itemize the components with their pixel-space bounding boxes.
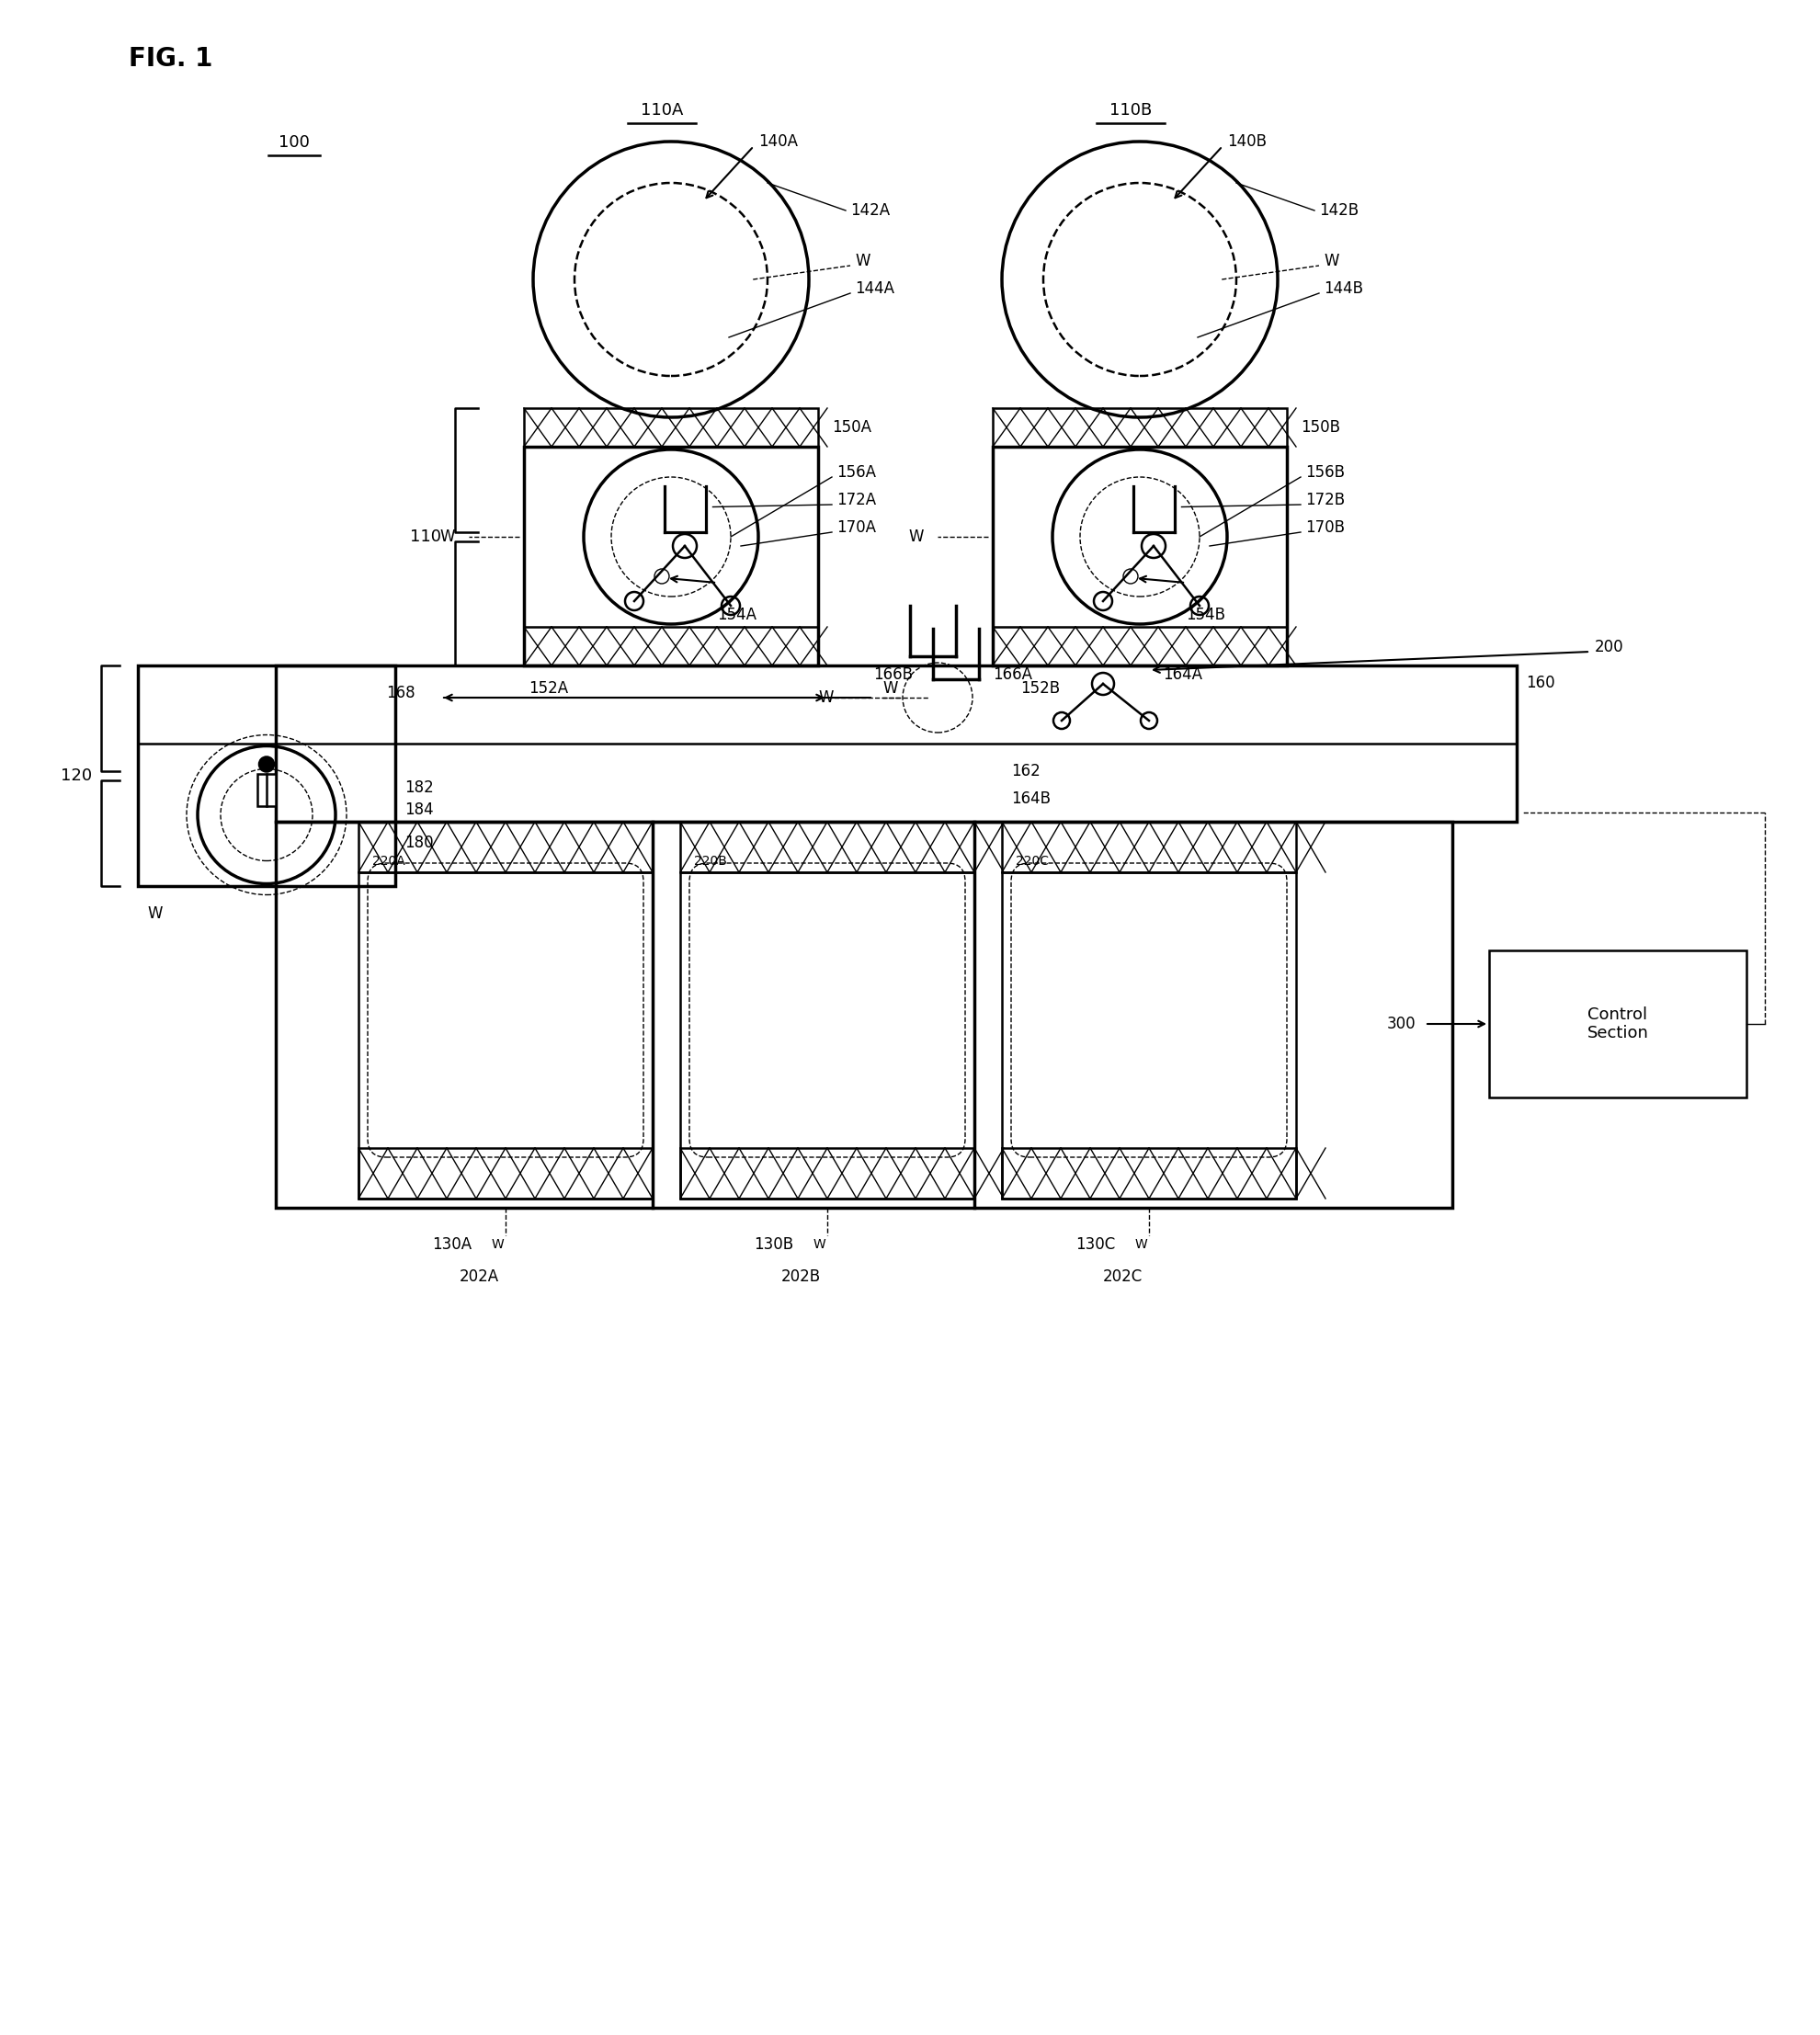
Text: 166A: 166A bbox=[992, 665, 1032, 684]
Bar bbox=[681, 873, 974, 1199]
Text: W: W bbox=[491, 1237, 504, 1252]
Text: 142B: 142B bbox=[1320, 201, 1360, 218]
Text: W: W bbox=[855, 252, 870, 269]
Text: 130A: 130A bbox=[431, 1235, 471, 1254]
Text: W: W bbox=[1136, 1237, 1148, 1252]
Text: 172B: 172B bbox=[1305, 492, 1345, 509]
Bar bbox=[524, 409, 817, 448]
Text: 172A: 172A bbox=[837, 492, 875, 509]
Bar bbox=[359, 822, 653, 873]
Bar bbox=[138, 665, 395, 885]
Circle shape bbox=[258, 757, 275, 771]
Text: 202C: 202C bbox=[1103, 1268, 1143, 1284]
Text: 140B: 140B bbox=[1227, 132, 1267, 151]
Text: 200: 200 bbox=[1594, 639, 1623, 655]
Bar bbox=[257, 773, 277, 806]
Text: 150B: 150B bbox=[1301, 419, 1340, 435]
Text: 156B: 156B bbox=[1305, 464, 1345, 480]
Text: 220B: 220B bbox=[693, 855, 726, 867]
Text: 164B: 164B bbox=[1012, 790, 1050, 808]
Text: 180: 180 bbox=[404, 834, 433, 851]
Text: 202A: 202A bbox=[460, 1268, 499, 1284]
Bar bbox=[992, 448, 1287, 665]
Text: 170A: 170A bbox=[837, 519, 875, 535]
Text: 110: 110 bbox=[410, 529, 440, 545]
Text: 142A: 142A bbox=[850, 201, 890, 218]
Bar bbox=[1003, 822, 1296, 873]
Bar bbox=[1003, 1148, 1296, 1199]
Text: 110B: 110B bbox=[1110, 102, 1152, 118]
Text: W: W bbox=[908, 529, 925, 545]
Text: 140A: 140A bbox=[759, 132, 797, 151]
Bar bbox=[1003, 873, 1296, 1199]
Text: 202B: 202B bbox=[781, 1268, 821, 1284]
Text: W: W bbox=[147, 906, 162, 922]
Text: FIG. 1: FIG. 1 bbox=[129, 47, 213, 71]
Text: 154B: 154B bbox=[1187, 606, 1225, 623]
Text: 110A: 110A bbox=[641, 102, 682, 118]
Text: 130C: 130C bbox=[1076, 1235, 1116, 1254]
Bar bbox=[277, 665, 1516, 822]
Text: 168: 168 bbox=[386, 684, 415, 702]
Text: 120: 120 bbox=[60, 767, 93, 783]
Text: 130B: 130B bbox=[753, 1235, 794, 1254]
Text: 160: 160 bbox=[1525, 676, 1554, 692]
Bar bbox=[359, 873, 653, 1199]
Text: 184: 184 bbox=[404, 802, 433, 818]
Text: 152B: 152B bbox=[1021, 680, 1059, 696]
Bar bbox=[277, 822, 1452, 1207]
Bar bbox=[524, 448, 817, 665]
Text: 182: 182 bbox=[404, 779, 433, 796]
Text: 220A: 220A bbox=[373, 855, 406, 867]
Text: 170B: 170B bbox=[1305, 519, 1345, 535]
Text: 164A: 164A bbox=[1163, 665, 1203, 684]
Bar bbox=[359, 1148, 653, 1199]
Text: 144A: 144A bbox=[855, 281, 894, 297]
Text: 152A: 152A bbox=[528, 680, 568, 696]
Text: 166B: 166B bbox=[874, 665, 914, 684]
Text: 162: 162 bbox=[1012, 763, 1041, 779]
Text: W: W bbox=[817, 690, 834, 706]
Text: 300: 300 bbox=[1387, 1015, 1416, 1032]
Text: 144B: 144B bbox=[1323, 281, 1363, 297]
Bar bbox=[992, 409, 1287, 448]
Text: W: W bbox=[883, 680, 897, 696]
Text: 150A: 150A bbox=[832, 419, 872, 435]
Text: 220C: 220C bbox=[1016, 855, 1048, 867]
Bar bbox=[524, 627, 817, 665]
Text: W: W bbox=[440, 529, 455, 545]
Text: 156A: 156A bbox=[837, 464, 875, 480]
Bar bbox=[681, 1148, 974, 1199]
Bar bbox=[681, 822, 974, 873]
Bar bbox=[992, 627, 1287, 665]
Text: 100: 100 bbox=[278, 134, 309, 151]
Text: 154A: 154A bbox=[717, 606, 757, 623]
Bar bbox=[1489, 950, 1747, 1097]
Text: Control
Section: Control Section bbox=[1587, 1005, 1649, 1042]
Text: W: W bbox=[1323, 252, 1340, 269]
Text: W: W bbox=[814, 1237, 826, 1252]
